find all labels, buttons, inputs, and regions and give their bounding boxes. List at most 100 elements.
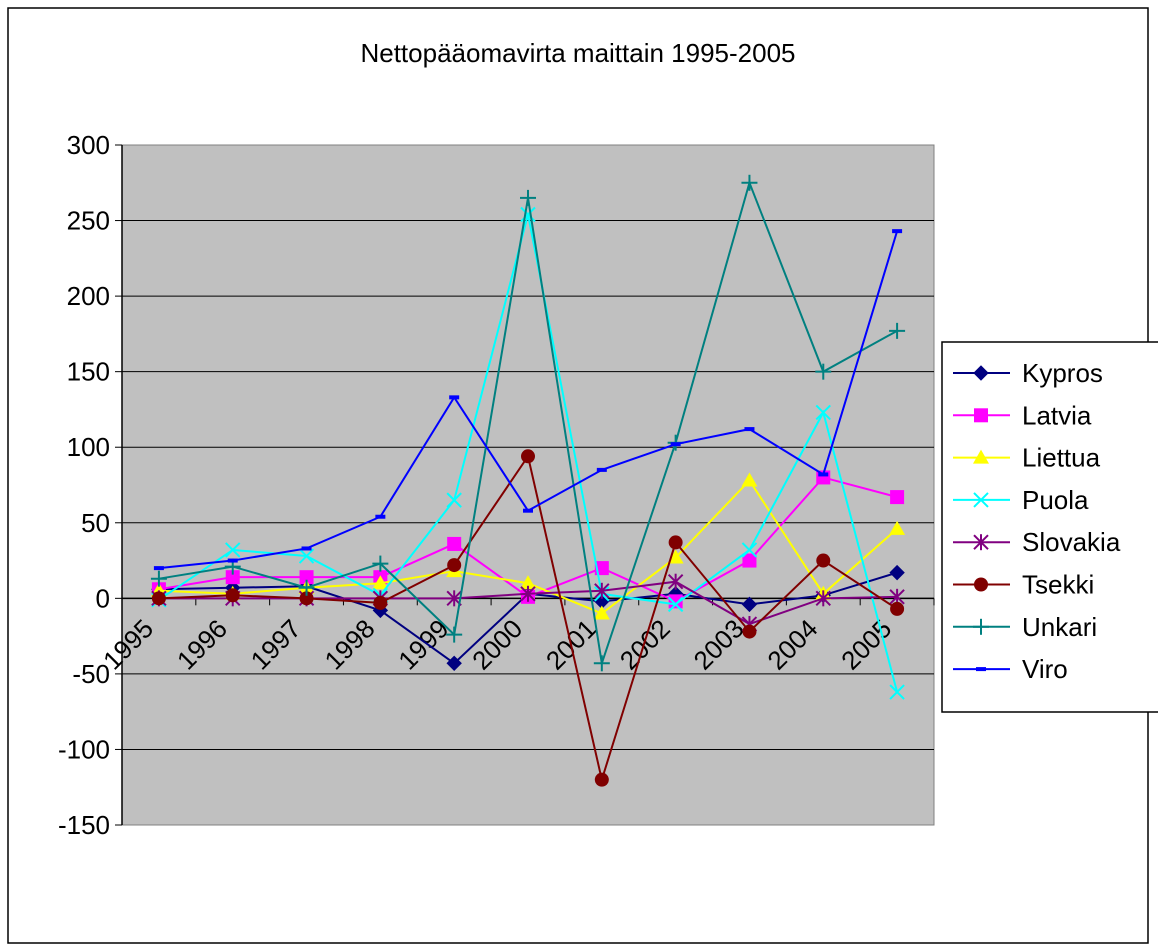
data-point [523, 508, 533, 513]
y-tick-label: -150 [58, 810, 110, 840]
data-point [298, 548, 315, 564]
data-point [520, 585, 536, 602]
legend-label: Tsekki [1022, 570, 1094, 600]
y-tick-label: 0 [96, 583, 110, 613]
legend-label: Liettua [1022, 443, 1101, 473]
data-point [974, 408, 988, 423]
data-point [667, 573, 684, 590]
data-point [446, 655, 462, 672]
data-point [301, 546, 312, 551]
data-point [449, 395, 460, 400]
legend-entry: Viro [953, 654, 1068, 684]
data-point [742, 553, 757, 568]
data-point [741, 542, 758, 558]
data-point [889, 564, 905, 581]
data-point [596, 467, 607, 472]
legend-label: Viro [1022, 654, 1068, 684]
data-point [520, 189, 536, 206]
series-puola [151, 206, 905, 700]
data-point [521, 449, 535, 464]
legend-label: Unkari [1022, 612, 1097, 642]
data-point [447, 536, 462, 551]
data-point [225, 588, 240, 603]
data-point [373, 595, 388, 610]
chart-title: Nettopääomavirta maittain 1995-2005 [360, 38, 795, 68]
data-point [741, 472, 758, 487]
series-unkari [150, 174, 906, 672]
y-axis: 300 250 200 150 100 50 0 -50 -100 -150 [58, 130, 123, 840]
data-point [446, 626, 463, 643]
data-point [815, 590, 831, 607]
data-point [670, 442, 681, 447]
legend-label: Kypros [1022, 358, 1103, 388]
y-tick-label: 50 [81, 508, 110, 538]
legend-label: Slovakia [1022, 527, 1121, 557]
data-point [890, 601, 905, 616]
legend: Kypros Latvia Liettua Puola Slovakia Tsekki Un… [941, 341, 1158, 713]
data-point [741, 174, 758, 191]
plot-area [121, 144, 935, 826]
data-point [375, 514, 386, 519]
y-tick-label: 250 [67, 206, 110, 236]
series-layer [150, 174, 906, 787]
data-point [667, 596, 684, 613]
legend-label: Puola [1022, 485, 1089, 515]
data-point [668, 535, 683, 550]
y-tick-label: 100 [67, 432, 110, 462]
data-point [973, 618, 989, 635]
data-point [818, 472, 829, 477]
data-point [815, 363, 832, 380]
legend-box [941, 341, 1158, 713]
data-point [976, 667, 986, 672]
data-point [151, 591, 166, 606]
data-point [742, 624, 757, 639]
data-point [447, 558, 462, 573]
data-point [372, 575, 389, 590]
data-point [974, 577, 988, 592]
series-slovakia [151, 573, 905, 633]
data-point [299, 591, 314, 606]
data-point [594, 582, 610, 599]
data-point [889, 520, 906, 535]
data-point [153, 566, 164, 571]
legend-entry: Latvia [953, 400, 1092, 430]
legend-label: Latvia [1022, 400, 1092, 430]
data-point [890, 490, 905, 505]
y-tick-label: -100 [58, 734, 110, 764]
y-tick-label: 300 [67, 130, 110, 160]
data-point [520, 206, 536, 223]
legend-entry: Unkari [953, 612, 1097, 642]
data-point [594, 772, 609, 787]
legend-entry: Slovakia [953, 527, 1121, 557]
data-point [815, 404, 831, 421]
data-point [150, 570, 167, 587]
legend-entry: Tsekki [953, 570, 1094, 600]
data-point [744, 427, 755, 432]
legend-entry: Liettua [953, 443, 1101, 473]
data-point [298, 579, 315, 596]
data-point [889, 322, 906, 339]
data-point [973, 365, 989, 381]
data-point [520, 575, 536, 590]
y-tick-label: 150 [67, 357, 110, 387]
series-viro [153, 229, 903, 571]
data-point [372, 555, 389, 572]
data-point [973, 449, 989, 464]
data-point [973, 492, 989, 508]
data-point [225, 570, 240, 585]
y-tick-label: 200 [67, 281, 110, 311]
data-point [667, 549, 684, 564]
data-point [227, 558, 238, 563]
data-point [892, 229, 903, 234]
data-point [973, 534, 989, 551]
data-point [741, 596, 758, 613]
data-point [225, 542, 241, 558]
series-tsekki [151, 449, 905, 787]
data-point [593, 655, 610, 672]
data-point [889, 684, 905, 700]
y-tick-label: -50 [72, 659, 110, 689]
data-point [446, 492, 462, 508]
data-point [816, 553, 831, 568]
legend-entry: Puola [953, 485, 1089, 515]
